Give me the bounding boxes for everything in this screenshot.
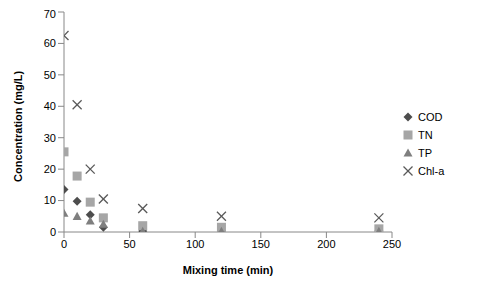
svg-text:250: 250 [383, 238, 401, 250]
svg-text:50: 50 [123, 238, 135, 250]
html-text:TP: TP [418, 147, 433, 159]
html-text:Chl-a: Chl-a [418, 165, 445, 177]
svg-text:200: 200 [317, 238, 335, 250]
svg-text:70: 70 [44, 8, 56, 20]
svg-text:10: 10 [44, 194, 56, 206]
svg-text:0: 0 [50, 226, 56, 238]
svg-text:150: 150 [252, 238, 270, 250]
svg-text:Concentration (mg/L): Concentration (mg/L) [12, 70, 24, 182]
svg-text:40: 40 [44, 100, 56, 112]
html-text:TN: TN [418, 129, 433, 141]
svg-text:60: 60 [44, 37, 56, 49]
svg-text:0: 0 [61, 238, 67, 250]
svg-text:50: 50 [44, 69, 56, 81]
svg-text:100: 100 [186, 238, 204, 250]
svg-text:20: 20 [44, 163, 56, 175]
svg-text:Mixing time (min): Mixing time (min) [183, 264, 274, 276]
html-text:COD: COD [418, 111, 443, 123]
svg-text:30: 30 [44, 132, 56, 144]
